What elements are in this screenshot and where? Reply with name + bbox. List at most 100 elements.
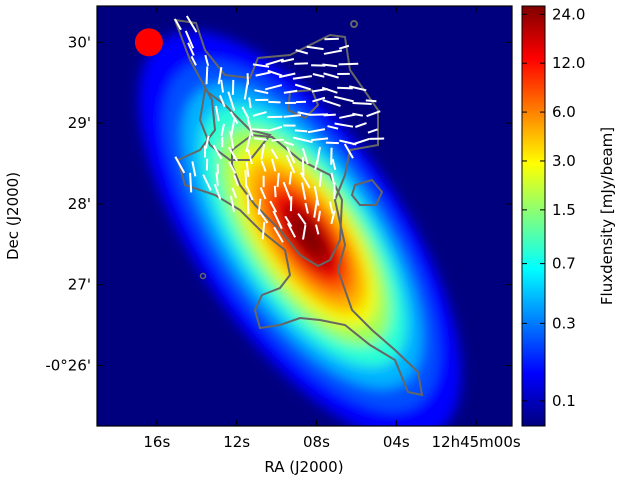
polarization-vector xyxy=(343,143,354,159)
polarization-vector xyxy=(297,111,311,116)
polarization-vector xyxy=(254,89,269,95)
polarization-vector xyxy=(265,58,284,66)
polarization-vector xyxy=(245,185,254,201)
polarization-vector xyxy=(268,100,281,104)
polarization-vector xyxy=(349,85,367,92)
polarization-vector xyxy=(294,62,309,65)
polarization-vector xyxy=(245,161,250,178)
y-ticks: -0°26' 27' 28' 29' 30' xyxy=(45,33,512,374)
polarization-vector xyxy=(330,210,336,225)
x-tick-label: 12s xyxy=(223,433,250,451)
polarization-vector xyxy=(367,128,378,134)
beam-marker xyxy=(134,28,163,57)
polarization-vector xyxy=(205,66,209,85)
polarization-vector xyxy=(252,111,267,117)
polarization-vector xyxy=(366,110,381,118)
contour-dot xyxy=(350,20,358,28)
polarization-vector xyxy=(204,135,210,149)
polarization-vector xyxy=(244,170,248,188)
contour-line xyxy=(350,178,384,206)
polarization-vector xyxy=(257,209,269,224)
contour-line xyxy=(173,18,424,397)
y-tick-label: -0°26' xyxy=(45,356,91,374)
polarization-vector xyxy=(264,84,283,91)
polarization-vector xyxy=(267,125,283,132)
polarization-vector xyxy=(323,49,343,55)
polarization-vector xyxy=(212,144,223,160)
colorbar-tick-label: 0.1 xyxy=(552,392,576,410)
polarization-vector xyxy=(283,114,302,118)
polarization-vectors xyxy=(174,15,385,243)
polarization-vector xyxy=(227,91,236,111)
polarization-vector xyxy=(215,105,220,122)
y-tick-label: 30' xyxy=(68,33,91,51)
polarization-vector xyxy=(185,15,198,33)
polarization-vector xyxy=(334,95,354,103)
emission-level xyxy=(293,216,325,256)
polarization-vector xyxy=(293,136,313,144)
polarization-vector xyxy=(301,157,305,176)
polarization-vector xyxy=(302,224,307,240)
polarization-vector xyxy=(267,69,283,77)
polarization-vector xyxy=(286,222,297,238)
polarization-vector xyxy=(174,18,182,31)
x-tick-label: 12h45m00s xyxy=(431,433,520,451)
polarization-vector xyxy=(334,122,354,128)
polarization-vector xyxy=(280,58,295,63)
y-tick-label: 29' xyxy=(68,114,91,132)
polarization-vector xyxy=(285,154,296,174)
polarization-vector xyxy=(306,45,324,51)
polarization-vector xyxy=(269,200,278,213)
colorbar-tick-label: 24.0 xyxy=(552,5,585,23)
x-ticks: 16s 12s 08s 04s 12h45m00s xyxy=(143,6,521,451)
polarization-vector xyxy=(260,160,267,172)
polarization-vector xyxy=(271,158,277,172)
polarization-vector xyxy=(271,138,285,142)
polarization-vector xyxy=(229,111,239,124)
polarization-vector xyxy=(273,185,277,198)
polarization-vector xyxy=(255,71,271,77)
polarization-vector xyxy=(294,129,308,133)
polarization-vector xyxy=(204,54,210,67)
contour-line xyxy=(286,88,320,120)
polarization-vector xyxy=(230,118,236,136)
polarization-vector xyxy=(252,128,269,132)
polarization-vector xyxy=(229,131,235,149)
polarization-vector xyxy=(219,94,226,108)
polarization-vector xyxy=(259,187,267,200)
x-tick-label: 16s xyxy=(143,433,170,451)
polarization-vector xyxy=(260,144,266,160)
plot-frame xyxy=(96,5,513,427)
polarization-vector xyxy=(288,171,293,185)
polarization-vector xyxy=(217,67,223,85)
polarization-vector xyxy=(174,156,186,174)
polarization-vector xyxy=(220,123,226,137)
x-axis-label: RA (J2000) xyxy=(264,458,343,476)
contour-dot xyxy=(199,272,207,280)
polarization-vector xyxy=(276,172,280,188)
polarization-vector xyxy=(295,49,309,55)
polarization-vector xyxy=(282,181,292,201)
polarization-vector xyxy=(339,113,357,119)
colorbar-tick-label: 12.0 xyxy=(552,54,585,72)
polarization-vector xyxy=(294,83,311,91)
polarization-vector xyxy=(213,183,222,200)
polarization-vector xyxy=(325,141,339,145)
polarization-vector xyxy=(300,182,307,200)
polarization-vector xyxy=(322,63,338,68)
polarization-vector xyxy=(365,99,377,103)
polarization-vector xyxy=(227,146,238,162)
polarization-vector xyxy=(312,73,325,78)
polarization-vector xyxy=(338,44,350,50)
polarization-vector xyxy=(338,62,359,66)
polarization-vector xyxy=(321,86,338,94)
polarization-vector xyxy=(247,149,253,165)
polarization-vector xyxy=(355,122,367,128)
polarization-vector xyxy=(314,224,320,235)
polarization-vector xyxy=(233,174,240,187)
polarization-vector xyxy=(317,210,322,222)
polarization-vector xyxy=(248,97,252,109)
polarization-vector xyxy=(337,86,353,90)
polarization-vector xyxy=(314,159,319,171)
